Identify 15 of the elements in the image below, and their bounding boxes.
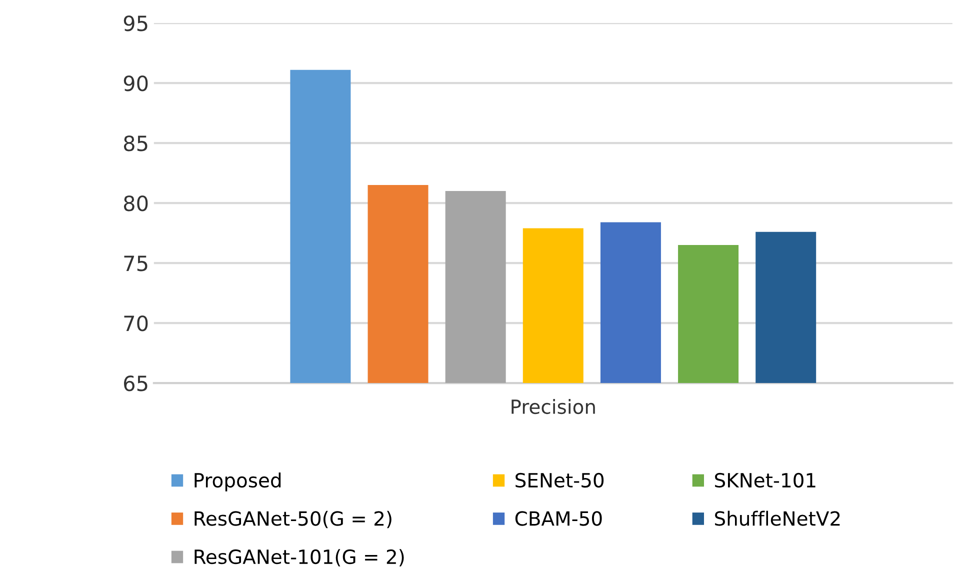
legend-label: ResGANet-101(G = 2)	[194, 549, 404, 566]
y-tick-label: 95	[124, 15, 148, 32]
x-axis-title: Precision	[512, 399, 595, 414]
legend-label: SKNet-101	[715, 472, 816, 488]
legend-label: CBAM-50	[515, 511, 602, 526]
legend-label: ResGANet-50(G = 2)	[194, 510, 392, 528]
legend-label: Proposed	[194, 472, 281, 492]
y-tick-label: 75	[124, 256, 148, 272]
legend-label: ShuffleNetV2	[715, 510, 840, 526]
legend-label: SENet-50	[516, 472, 604, 488]
y-tick-label: 85	[124, 135, 148, 152]
y-tick-label: 90	[124, 75, 148, 92]
y-tick-label: 70	[124, 315, 148, 332]
y-tick-label: 65	[124, 375, 148, 392]
y-tick-label: 80	[124, 195, 148, 212]
